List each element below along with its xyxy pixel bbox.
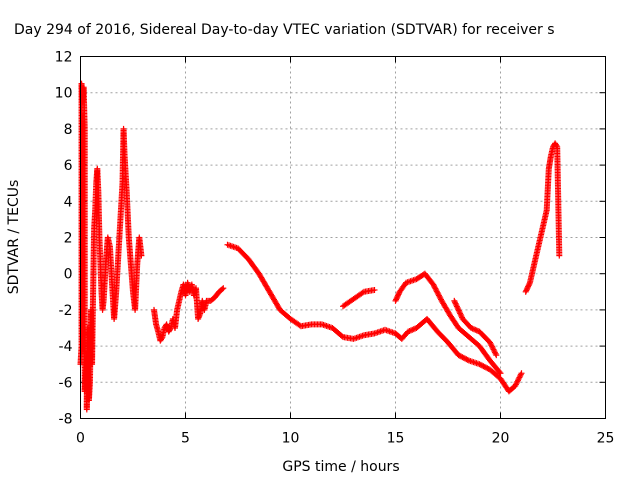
data-point	[484, 365, 491, 372]
data-point	[452, 300, 459, 307]
chart-title: Day 294 of 2016, Sidereal Day-to-day VTE…	[14, 22, 555, 38]
data-point	[453, 303, 460, 310]
data-point	[458, 353, 465, 360]
data-point	[518, 370, 525, 377]
data-point	[138, 252, 145, 259]
data-point	[458, 313, 465, 320]
data-point	[456, 352, 463, 359]
data-point	[493, 352, 500, 359]
x-tick-label: 25	[597, 431, 615, 447]
plot-frame	[80, 56, 606, 419]
data-point	[463, 356, 470, 363]
data-point	[480, 363, 487, 370]
x-tick-label: 5	[181, 431, 190, 447]
x-tick-label: 20	[492, 431, 510, 447]
data-point	[459, 354, 466, 361]
y-tick-label: 4	[64, 194, 73, 210]
data-point	[219, 286, 226, 293]
x-tick-labels: 0 5 10 15 20 25	[76, 431, 614, 447]
y-tick-label: -4	[59, 339, 73, 355]
data-point	[476, 361, 483, 368]
data-point	[496, 369, 503, 376]
data-point	[220, 285, 227, 292]
data-point	[456, 308, 463, 315]
y-tick-label: -8	[59, 412, 73, 428]
data-point	[338, 333, 345, 340]
y-tick-label: 2	[64, 231, 73, 247]
data-point	[453, 302, 460, 309]
y-tick-label: 10	[55, 86, 73, 102]
data-point	[477, 361, 484, 368]
data-point	[451, 299, 458, 306]
y-axis-label: SDTVAR / TECUs	[6, 180, 22, 295]
data-point	[556, 252, 563, 259]
y-tick-label: 12	[55, 50, 73, 66]
data-point	[483, 364, 490, 371]
y-tick-label: 0	[64, 267, 73, 283]
y-tick-label: 6	[64, 158, 73, 174]
data-point	[526, 281, 533, 288]
data-point	[553, 142, 560, 149]
y-tick-label: -2	[59, 303, 73, 319]
data-point	[371, 286, 378, 293]
data-point	[455, 307, 462, 314]
data-point	[454, 304, 461, 311]
data-point	[460, 354, 467, 361]
data-point	[359, 289, 366, 296]
data-point	[451, 297, 458, 304]
y-tick-label: -6	[59, 375, 73, 391]
data-point	[167, 326, 174, 333]
y-tick-label: 8	[64, 122, 73, 138]
x-tick-label: 0	[76, 431, 85, 447]
grid	[80, 56, 606, 419]
x-axis-label: GPS time / hours	[282, 459, 399, 475]
data-point	[455, 352, 462, 359]
data-point	[457, 311, 464, 318]
data-point	[457, 310, 464, 317]
x-tick-label: 15	[387, 431, 405, 447]
data-series	[77, 80, 563, 413]
data-point	[497, 370, 504, 377]
data-point	[464, 356, 471, 363]
data-point	[455, 306, 462, 313]
data-point	[479, 362, 486, 369]
data-point	[481, 363, 488, 370]
data-point	[462, 355, 469, 362]
y-tick-labels: -8 -6 -4 -2 0 2 4 6 8 10 12	[55, 50, 73, 428]
x-tick-label: 10	[282, 431, 300, 447]
data-point	[158, 335, 165, 342]
